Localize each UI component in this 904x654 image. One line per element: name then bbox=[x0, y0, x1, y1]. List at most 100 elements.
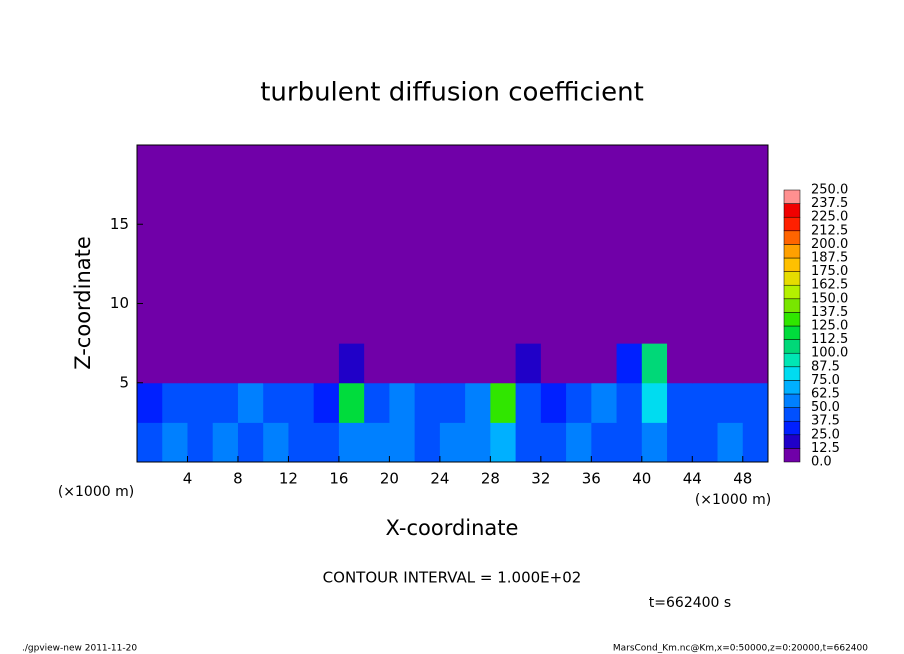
colorbar-label: 100.0 bbox=[811, 346, 848, 361]
heat-cell bbox=[591, 382, 618, 423]
heat-cell bbox=[389, 263, 416, 304]
heat-cell bbox=[515, 343, 542, 384]
heat-cell bbox=[641, 303, 668, 344]
heat-cell bbox=[364, 382, 390, 423]
heat-cell bbox=[414, 382, 441, 423]
heat-cell bbox=[263, 422, 289, 463]
heat-cell bbox=[263, 145, 289, 186]
heat-cell bbox=[490, 343, 517, 384]
heat-cell bbox=[288, 343, 315, 384]
heat-cell bbox=[540, 224, 567, 265]
colorbar-bin bbox=[783, 393, 801, 408]
heat-cell bbox=[692, 145, 719, 186]
heat-cell bbox=[717, 303, 744, 344]
heat-cell bbox=[338, 422, 365, 463]
heat-cell bbox=[641, 184, 668, 225]
x-tick-label: 4 bbox=[183, 470, 193, 488]
heat-cell bbox=[566, 184, 592, 225]
heat-cell bbox=[439, 303, 466, 344]
heat-cell bbox=[313, 263, 340, 304]
heat-cell bbox=[389, 184, 416, 225]
heatmap bbox=[137, 145, 769, 463]
colorbar-label: 175.0 bbox=[811, 264, 848, 279]
heat-cell bbox=[389, 145, 416, 186]
colorbar-bin bbox=[783, 325, 801, 340]
heat-cell bbox=[540, 145, 567, 186]
heat-cell bbox=[338, 263, 365, 304]
heat-cell bbox=[616, 343, 643, 384]
heat-cell bbox=[212, 224, 239, 265]
heat-cell bbox=[212, 422, 239, 463]
heat-cell bbox=[338, 184, 365, 225]
heat-cell bbox=[338, 382, 365, 423]
heat-cell bbox=[162, 184, 188, 225]
heat-cell bbox=[263, 343, 289, 384]
heat-cell bbox=[591, 145, 618, 186]
heat-cell bbox=[414, 422, 441, 463]
heat-cell bbox=[338, 303, 365, 344]
colorbar-label: 50.0 bbox=[811, 400, 840, 415]
colorbar-bin bbox=[783, 380, 801, 395]
heat-cell bbox=[667, 303, 693, 344]
heat-cell bbox=[137, 422, 163, 463]
heat-cell bbox=[137, 382, 163, 423]
colorbar-label: 225.0 bbox=[811, 210, 848, 225]
heat-cell bbox=[288, 382, 315, 423]
heat-cell bbox=[742, 422, 769, 463]
heat-cell bbox=[667, 263, 693, 304]
colorbar-label: 0.0 bbox=[811, 455, 832, 470]
heat-cell bbox=[616, 382, 643, 423]
heat-cell bbox=[566, 145, 592, 186]
colorbar-bin bbox=[783, 284, 801, 300]
heat-cell bbox=[364, 343, 390, 384]
heat-cell bbox=[364, 224, 390, 265]
heat-cell bbox=[490, 224, 517, 265]
heat-cell bbox=[237, 382, 264, 423]
heat-cell bbox=[237, 422, 264, 463]
time-label: t=662400 s bbox=[649, 595, 731, 611]
heat-cell bbox=[616, 422, 643, 463]
footer-left: ./gpview-new 2011-11-20 bbox=[22, 644, 137, 654]
heat-cell bbox=[187, 303, 214, 344]
heat-cell bbox=[465, 343, 491, 384]
colorbar-label: 25.0 bbox=[811, 427, 840, 442]
heat-cell bbox=[616, 224, 643, 265]
heat-cell bbox=[313, 303, 340, 344]
heat-cell bbox=[717, 422, 744, 463]
heat-cell bbox=[187, 422, 214, 463]
colorbar-bin bbox=[783, 203, 801, 218]
heat-cell bbox=[667, 422, 693, 463]
colorbar-label: 137.5 bbox=[811, 305, 848, 320]
heat-cell bbox=[490, 145, 517, 186]
heat-cell bbox=[389, 382, 416, 423]
heat-cell bbox=[465, 224, 491, 265]
x-tick-label: 44 bbox=[683, 470, 702, 488]
colorbar-label: 200.0 bbox=[811, 237, 848, 252]
heat-cell bbox=[212, 382, 239, 423]
heat-cell bbox=[313, 382, 340, 423]
heat-cell bbox=[540, 382, 567, 423]
heat-cell bbox=[187, 382, 214, 423]
colorbar-bin bbox=[783, 448, 801, 463]
heat-cell bbox=[439, 184, 466, 225]
heat-cell bbox=[162, 145, 188, 186]
heat-cell bbox=[237, 343, 264, 384]
heat-cell bbox=[667, 343, 693, 384]
heat-cell bbox=[641, 263, 668, 304]
chart-title: turbulent diffusion coefficient bbox=[260, 78, 644, 108]
heat-cell bbox=[389, 422, 416, 463]
x-tick-label: 36 bbox=[582, 470, 601, 488]
x-tick-label: 40 bbox=[632, 470, 651, 488]
heat-cell bbox=[414, 145, 441, 186]
heat-cell bbox=[742, 263, 769, 304]
heat-cell bbox=[212, 263, 239, 304]
heat-cell bbox=[465, 382, 491, 423]
heat-cell bbox=[515, 224, 542, 265]
heat-cell bbox=[313, 343, 340, 384]
heat-cell bbox=[540, 343, 567, 384]
colorbar-label: 150.0 bbox=[811, 291, 848, 306]
colorbar-label: 125.0 bbox=[811, 319, 848, 334]
colorbar-label: 162.5 bbox=[811, 278, 848, 293]
heat-cell bbox=[692, 263, 719, 304]
heat-cell bbox=[187, 224, 214, 265]
